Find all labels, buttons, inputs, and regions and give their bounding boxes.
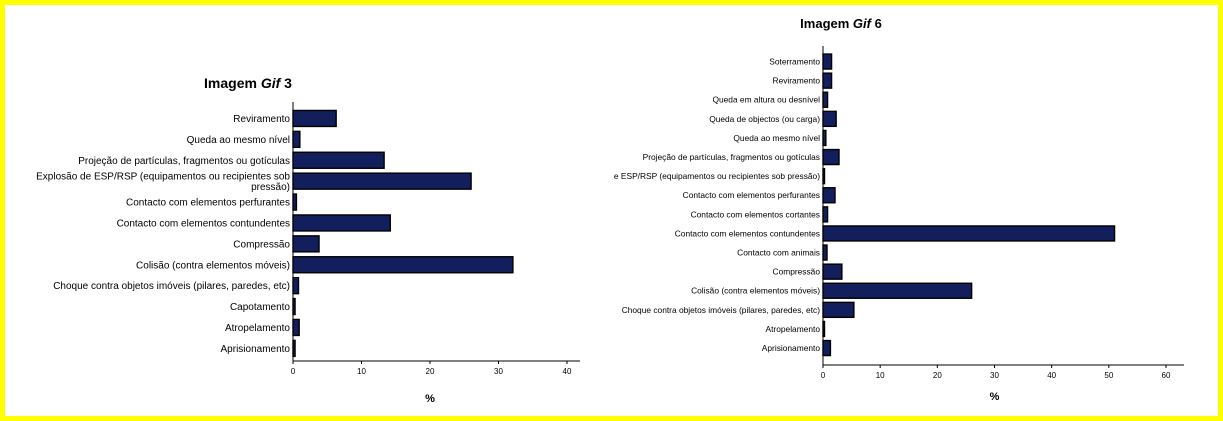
- x-tick-label: 30: [494, 367, 503, 376]
- bar: [822, 244, 828, 261]
- x-tick-label: 0: [291, 367, 296, 376]
- category-label: Queda de objectos (ou carga): [709, 114, 820, 124]
- category-label: Queda em altura ou desnível: [712, 95, 820, 105]
- x-tick-label: 20: [933, 371, 942, 380]
- x-tick-label: 40: [1047, 371, 1056, 380]
- category-label: Capotamento: [230, 302, 290, 313]
- bar: [822, 263, 843, 280]
- category-label: Explosão de ESP/RSP (equipamentos ou rec…: [36, 171, 290, 193]
- category-label: Compressão: [773, 267, 821, 277]
- category-label: Atropelamento: [766, 324, 821, 334]
- category-label: Colisão (contra elementos móveis): [691, 286, 820, 296]
- bar: [292, 256, 514, 274]
- chart-title: Imagem Gif 3: [204, 75, 292, 91]
- bar: [822, 53, 833, 70]
- category-label: Aprisionamento: [762, 343, 821, 353]
- x-tick-label: 20: [426, 367, 435, 376]
- bar: [822, 339, 832, 357]
- bar: [292, 151, 385, 169]
- x-axis-label: %: [425, 393, 435, 405]
- category-label: Atropelamento: [225, 323, 290, 334]
- bar: [292, 235, 320, 253]
- x-tick-label: 10: [357, 367, 366, 376]
- category-label: e ESP/RSP (equipamentos ou recipientes s…: [614, 171, 820, 181]
- x-tick-label: 50: [1104, 371, 1113, 380]
- chart-1: Imagem Gif 3 Reviramento Queda ao mesmo ní…: [36, 75, 580, 405]
- category-label: Soterramento: [769, 56, 820, 66]
- category-label: Projeção de partículas, fragmentos ou go…: [643, 152, 820, 162]
- x-tick-label: 60: [1162, 371, 1171, 380]
- x-tick-label: 10: [876, 371, 885, 380]
- x-tick-label: 40: [563, 367, 572, 376]
- chart-title: Imagem Gif 6: [800, 16, 882, 31]
- x-tick-label: 30: [990, 371, 999, 380]
- bar: [822, 148, 840, 166]
- bar: [292, 172, 472, 190]
- category-label: Reviramento: [773, 76, 821, 86]
- bar: [822, 72, 833, 89]
- bar: [822, 225, 1116, 242]
- category-label: Aprisionamento: [221, 344, 291, 355]
- category-label: Contacto com elementos contundentes: [117, 218, 290, 229]
- chart-2: Imagem Gif 6 Soterramento Reviramento Queda…: [614, 16, 1184, 403]
- category-label: Contacto com animais: [737, 247, 820, 257]
- bar: [292, 318, 300, 337]
- category-label: Contacto com elementos perfurantes: [683, 190, 820, 200]
- category-label: Queda ao mesmo nível: [733, 133, 820, 143]
- category-label: Contacto com elementos perfurantes: [126, 198, 290, 209]
- bar: [292, 109, 337, 128]
- bar: [292, 276, 300, 295]
- bar: [822, 301, 855, 319]
- category-label: Contacto com elementos contundentes: [675, 228, 820, 238]
- category-label: Reviramento: [233, 114, 290, 125]
- bar: [822, 91, 829, 108]
- bar: [822, 110, 837, 128]
- bar: [822, 187, 836, 204]
- category-label: Choque contra objetos imóveis (pilares, …: [53, 281, 290, 292]
- category-label: Colisão (contra elementos móveis): [136, 260, 290, 271]
- bar: [292, 130, 301, 149]
- category-label: Compressão: [233, 239, 290, 250]
- bar: [822, 206, 829, 223]
- category-label: Queda ao mesmo nível: [187, 135, 290, 146]
- bar: [292, 193, 298, 211]
- x-axis-label: %: [990, 391, 1000, 403]
- category-label: Projeção de partículas, fragmentos ou go…: [78, 156, 290, 167]
- x-tick-label: 0: [821, 371, 826, 380]
- category-label: Contacto com elementos cortantes: [691, 209, 820, 219]
- bar: [822, 282, 973, 299]
- category-label: Choque contra objetos imóveis (pilares, …: [622, 305, 821, 315]
- bar: [292, 214, 391, 232]
